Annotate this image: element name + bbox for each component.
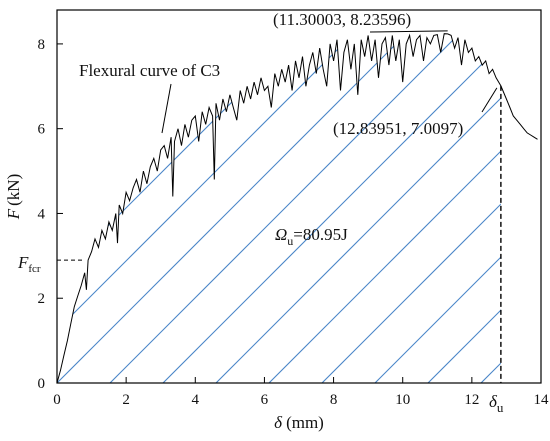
area-label: Ωu=80.95J — [275, 225, 348, 248]
hatch-line — [321, 33, 501, 383]
y-tick-label: 8 — [38, 37, 46, 53]
delta-u-sub: u — [497, 400, 504, 415]
y-tick-label: 2 — [38, 291, 46, 307]
fcr-sub: fcr — [28, 263, 41, 275]
y-axis-unit: (kN) — [4, 174, 23, 206]
ultimate-label: (12.83951, 7.0097) — [333, 119, 463, 138]
y-tick-label: 6 — [38, 122, 46, 138]
x-axis-symbol: δ — [274, 413, 283, 432]
hatch-line — [427, 33, 501, 383]
ultimate-pointer — [481, 87, 498, 113]
delta-u-symbol: δ — [489, 392, 498, 411]
x-tick-label: 2 — [122, 392, 130, 408]
x-tick-label: 14 — [534, 392, 550, 408]
peak-label: (11.30003, 8.23596) — [273, 10, 411, 29]
hatch-line — [57, 33, 431, 383]
hatch-line — [215, 33, 501, 383]
delta-u-label: δu — [489, 392, 504, 415]
area-label-value: =80.95J — [293, 225, 348, 244]
x-axis-unit: (mm) — [286, 413, 324, 432]
x-tick-label: 0 — [53, 392, 61, 408]
hatch-line — [109, 33, 484, 383]
curve-label: Flexural curve of C3 — [79, 61, 220, 80]
fcr-symbol: F — [17, 253, 29, 272]
flexural-curve — [56, 33, 538, 384]
y-tick-label: 4 — [38, 206, 46, 222]
y-tick-label: 0 — [38, 376, 46, 392]
y-axis: 0 2 4 6 8 — [38, 37, 63, 392]
x-tick-label: 8 — [330, 392, 338, 408]
fcr-label: Ffcr — [17, 253, 41, 275]
x-tick-label: 12 — [464, 392, 479, 408]
x-tick-label: 4 — [192, 392, 200, 408]
x-axis: 0 2 4 6 8 10 12 14 — [53, 377, 549, 408]
plot-frame — [56, 9, 542, 384]
x-axis-title: δ (mm) — [274, 413, 324, 432]
x-tick-label: 10 — [395, 392, 410, 408]
area-label-sub: u — [287, 234, 293, 248]
y-axis-symbol: F — [4, 208, 23, 220]
hatch-line — [534, 10, 550, 383]
area-label-symbol: Ω — [275, 225, 287, 244]
curve-label-pointer — [161, 83, 172, 134]
hatch-line — [268, 33, 501, 383]
hatch-line — [374, 33, 501, 383]
hatch-line — [480, 33, 501, 383]
hatch-line — [162, 33, 501, 383]
x-tick-label: 6 — [261, 392, 269, 408]
peak-pointer — [369, 30, 448, 33]
y-axis-title: F (kN) — [4, 174, 23, 221]
